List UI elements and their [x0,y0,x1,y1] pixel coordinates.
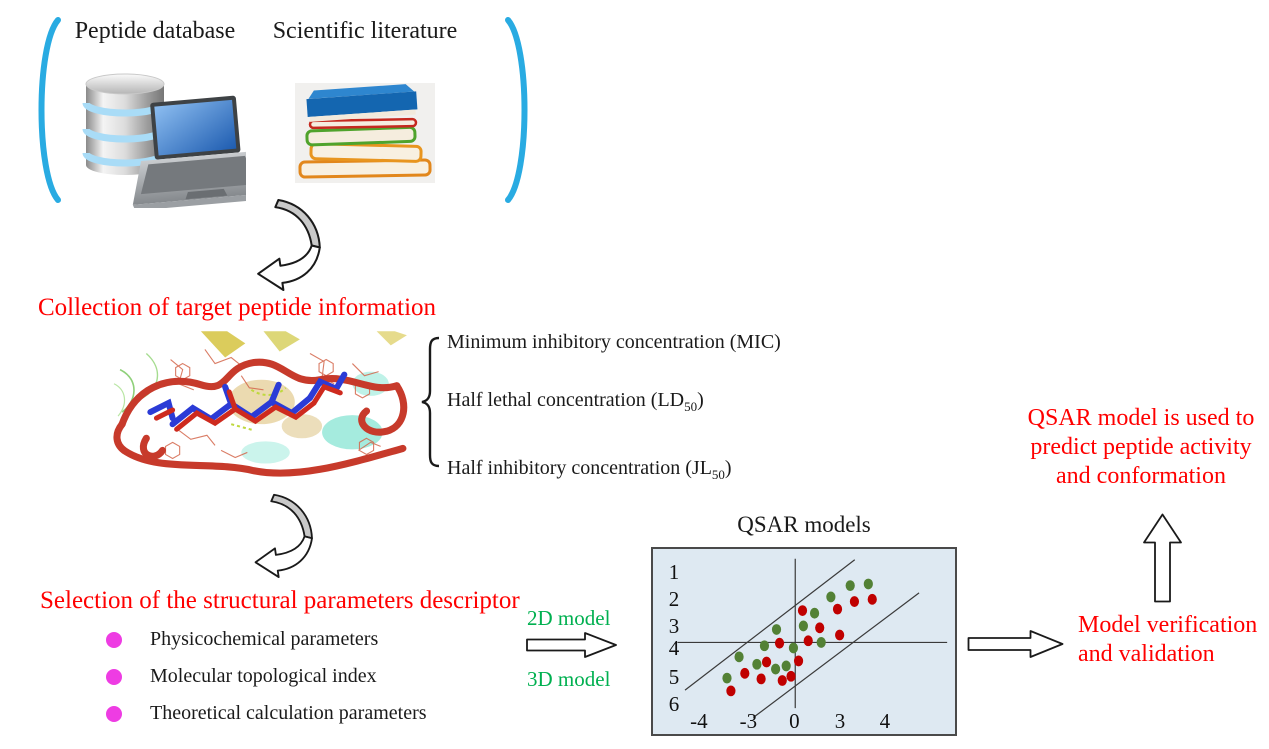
red-data-point [835,629,845,641]
magenta-bullet-icon [106,668,122,685]
red-data-point [761,656,772,668]
green-data-point [752,658,762,670]
block-arrow-right-icon [967,630,1064,658]
green-data-point [759,640,770,652]
measure-item-ld50: Half lethal concentration (LD50) [447,389,704,414]
green-data-point [781,660,791,672]
magenta-bullet-icon [106,705,122,722]
red-data-point [793,655,804,667]
database-laptop-icon [82,73,246,208]
red-data-point [867,593,877,605]
green-data-point [722,672,732,684]
left-curly-brace [421,336,440,468]
red-data-point [726,685,736,697]
prediction-line: QSAR model is used to [1027,405,1255,431]
x-axis-tick-label: -3 [739,709,758,733]
red-data-point [774,637,785,649]
curved-down-arrow-icon [257,199,321,291]
red-data-point [803,635,813,647]
red-data-point [777,675,787,686]
red-data-point [849,596,860,607]
verification-line: Model verification [1078,612,1258,638]
x-axis-tick-label: 4 [879,709,891,733]
descriptor-label: Physicochemical parameters [150,628,379,650]
x-axis-tick-label: -4 [690,709,708,733]
peptide-measure-list: Minimum inhibitory concentration (MIC) H… [447,331,867,482]
right-bracket-icon [505,17,528,203]
green-data-point [809,607,820,619]
green-data-point [734,651,744,663]
scientific-literature-label: Scientific literature [272,18,458,44]
descriptor-label: Theoretical calculation parameters [150,702,427,724]
green-data-point [863,578,873,590]
qsar-plot-title: QSAR models [737,512,871,537]
laptop-icon [132,95,246,208]
green-data-point [826,591,836,603]
measure-item-jl50: Half inhibitory concentration (JL50) [447,457,732,482]
verification-line: and validation [1078,641,1215,667]
y-axis-tick-label: 4 [668,636,680,661]
y-axis-tick-label: 5 [668,664,680,689]
prediction-line: and conformation [1056,463,1226,489]
model-2d-label: 2D model [527,606,611,630]
green-data-point [845,580,855,592]
block-arrow-right-icon [526,632,617,658]
descriptor-item: Theoretical calculation parameters [106,702,427,725]
peptide-database-label: Peptide database [74,18,236,44]
x-axis-tick-label: 3 [834,709,846,733]
green-data-point [771,663,781,675]
book-stack-icon [295,83,435,183]
model-3d-label: 3D model [527,667,611,691]
measure-item-mic: Minimum inhibitory concentration (MIC) [447,331,781,353]
selection-heading: Selection of the structural parameters d… [40,587,520,614]
magenta-bullet-icon [106,631,122,648]
red-data-point [756,673,766,685]
curved-down-arrow-icon [254,493,313,579]
y-axis-tick-label: 3 [668,613,680,638]
prediction-text: QSAR model is used to predict peptide ac… [1014,404,1268,491]
green-data-point [816,637,826,648]
y-axis-tick-label: 2 [668,586,680,611]
y-axis-tick-label: 1 [668,560,680,585]
descriptor-item: Physicochemical parameters [106,628,378,651]
red-data-point [815,622,825,634]
block-arrow-up-icon [1143,513,1182,603]
red-data-point [786,670,796,682]
green-data-point [798,620,808,632]
peptide-structure-image [113,331,408,477]
prediction-line: predict peptide activity [1030,434,1252,460]
verification-text: Model verification and validation [1078,611,1257,669]
blue-book-icon [306,84,418,122]
x-axis-tick-label: 0 [789,709,800,733]
qsar-plot: 1 2 3 4 5 6 -4 -3 0 3 4 [651,547,957,736]
collection-heading: Collection of target peptide information [38,294,437,321]
left-bracket-icon [38,17,61,203]
descriptor-label: Molecular topological index [150,665,377,687]
y-axis-tick-label: 6 [668,691,680,716]
green-data-point [788,642,799,654]
descriptor-item: Molecular topological index [106,665,377,688]
green-data-point [771,624,782,635]
red-data-point [832,603,843,615]
red-data-point [797,605,808,617]
red-data-point [740,667,750,679]
